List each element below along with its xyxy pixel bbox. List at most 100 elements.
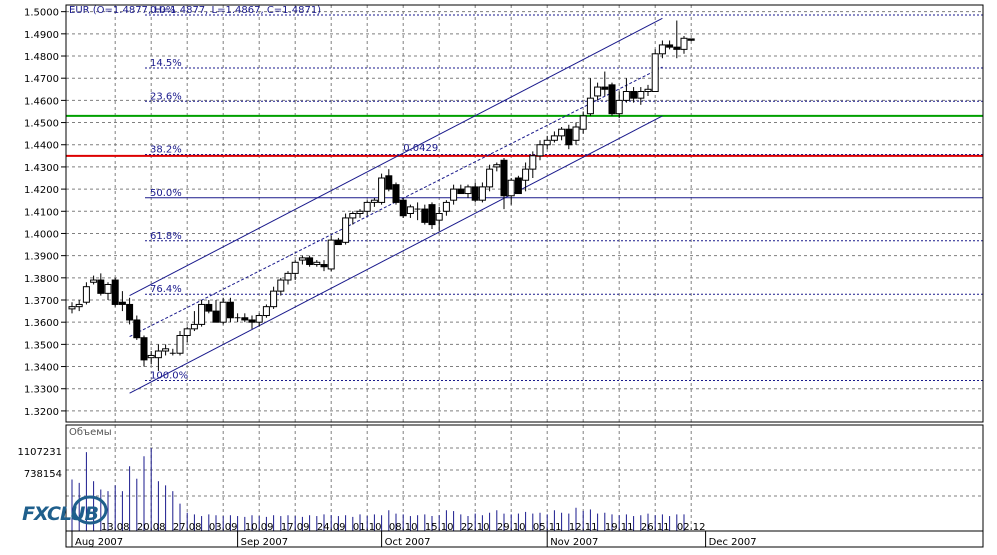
candle-bull [313,261,321,266]
candle-bull [586,97,594,115]
month-axis-border [65,530,984,548]
month-label: Nov 2007 [550,537,598,548]
candle-bull [154,350,162,359]
candles [68,20,695,371]
price-tick-label: 1.4400 [24,141,59,152]
fibonacci-levels: 0.0% 14.5% 23.6% 38.2% 50.0% 61.8% 76.4% 100.0% [145,5,983,382]
candle-bull [478,186,486,201]
candle-bear [205,303,213,312]
fib-level-label: 76.4% [150,284,182,295]
candle-bull [104,283,112,294]
logo-ring-icon [72,495,108,525]
candle-bear [133,319,141,339]
grid-lines [66,5,983,531]
candle-bear [399,199,407,217]
channel-lower-line [129,115,663,394]
candle-bull [435,213,443,221]
candle-bear [118,301,126,305]
candle-bull [277,279,285,292]
price-tick-label: 1.3300 [24,385,59,396]
candle-bull [342,217,350,243]
candle-bull [349,213,357,219]
price-tick-label: 1.3500 [24,340,59,351]
fib-level-label: 50.0% [150,188,182,199]
candle-bull [464,186,472,195]
fib-level-label: 38.2% [150,144,182,155]
candle-bull [162,348,170,352]
candle-bull [327,239,335,270]
price-tick-label: 1.3400 [24,363,59,374]
candle-bull [637,91,645,99]
month-label: Aug 2007 [75,537,123,548]
candle-bull [486,168,494,188]
candle-bull [680,37,688,50]
fib-level-label: 14.5% [150,58,182,69]
price-tick-label: 1.3700 [24,296,59,307]
candle-bull [658,44,666,55]
candle-bull [190,323,198,330]
fib-level-label: 23.6% [150,91,182,102]
volume-tick-mid: 738154 [24,469,62,480]
candle-bear [421,208,429,223]
candle-bull [550,135,558,141]
channel-label: 0.0429 [403,143,438,154]
date-axis: 13.08 20.08 27.08 03.09 10.09 17.09 24.09 01.10… [71,522,757,548]
candle-bear [212,310,220,323]
date-tick-label: 13.08 [101,522,130,533]
price-tick-label: 1.3600 [24,318,59,329]
candle-bull [558,128,566,137]
price-axis: 1.5000 1.4900 1.4800 1.4700 1.4600 1.4500 1.44… [24,8,66,418]
candle-bear [385,175,393,190]
price-tick-label: 1.4600 [24,96,59,107]
date-tick-label: 12.11 [569,522,598,533]
price-tick-label: 1.5000 [24,8,59,19]
month-label: Dec 2007 [709,537,757,548]
month-label: Sep 2007 [241,537,288,548]
date-tick-label: 08.10 [389,522,418,533]
volume-tick-top: 1107231 [17,447,62,458]
candle-bull [442,201,450,212]
date-tick-label: 24.09 [317,522,346,533]
volume-panel-title: Объемы [69,427,112,438]
logo-text: FXCLUB [22,503,98,525]
candle-bull [356,210,364,215]
candle-bull [291,261,299,274]
candle-bear [565,128,573,146]
candle-bull [594,86,602,97]
candle-bull [536,144,544,157]
candle-bear [320,264,328,268]
candle-bear [457,188,465,195]
date-tick-label: 29.10 [497,522,526,533]
date-tick-label: 02.12 [677,522,706,533]
candle-bear [673,46,681,50]
candle-bull [644,88,652,93]
candle-bear [392,184,400,203]
candle-bull [579,115,587,130]
fib-level-label: 100.0% [150,371,188,382]
candle-bull [147,354,155,359]
candle-bull [507,179,515,197]
candle-bull [176,334,184,354]
price-tick-label: 1.3200 [24,407,59,418]
date-tick-label: 03.09 [209,522,238,533]
fib-level-label: 0.0% [150,5,175,16]
date-tick-label: 17.09 [281,522,310,533]
candle-bull [529,155,537,170]
price-panel-border [65,4,984,423]
volume-panel-border [65,424,984,532]
chart-frame [65,4,984,548]
candle-bull [522,168,530,181]
candle-bull [651,53,659,93]
candle-bull [406,206,414,215]
price-tick-label: 1.4000 [24,229,59,240]
candle-bear [608,84,616,115]
candle-bull [270,290,278,308]
candle-bear [334,239,342,246]
fib-level-label: 61.8% [150,231,182,242]
price-tick-label: 1.4500 [24,119,59,130]
price-tick-label: 1.4800 [24,52,59,63]
date-tick-label: 20.08 [137,522,166,533]
chart-header: EUR (O=1.4877, H=1.4877, L=1.4867, C=1.4… [69,5,321,16]
